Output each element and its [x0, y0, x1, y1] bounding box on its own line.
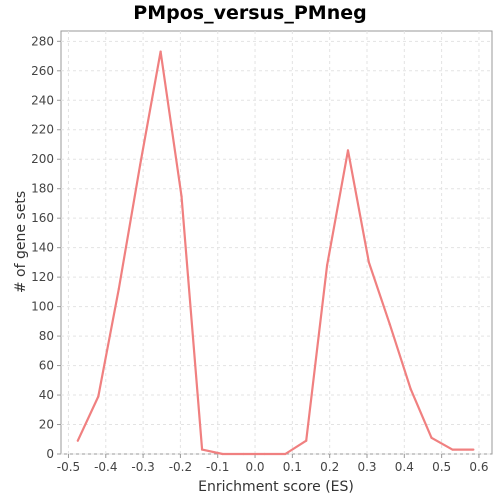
x-tick-label: 0.6 — [469, 460, 488, 474]
data-point — [367, 261, 370, 264]
y-tick-label: 120 — [31, 270, 54, 284]
data-point — [180, 194, 183, 198]
x-tick-label: 0.0 — [245, 460, 264, 474]
x-tick-label: 0.3 — [357, 460, 376, 474]
data-point — [76, 439, 79, 442]
data-point — [346, 149, 350, 152]
y-tick-label: 260 — [31, 64, 54, 78]
axis-ticks: -0.5 -0.4 -0.3 -0.2 -0.1 0.0 0.1 0.2 0.3 0.4 0.5 0.… — [31, 34, 488, 474]
data-point — [117, 287, 120, 291]
data-point — [451, 448, 454, 451]
data-point — [263, 452, 266, 456]
series-layer — [76, 50, 475, 456]
y-tick-label: 280 — [31, 34, 54, 48]
data-point — [472, 448, 475, 451]
grid-lines — [61, 31, 492, 455]
plot-area — [60, 30, 493, 455]
x-tick-label: -0.5 — [57, 460, 80, 474]
y-tick-label: 180 — [31, 182, 54, 196]
x-tick-label: -0.3 — [131, 460, 154, 474]
x-tick-label: 0.4 — [395, 460, 414, 474]
series-line — [76, 50, 474, 456]
y-tick-label: 80 — [39, 329, 54, 343]
data-point — [139, 164, 142, 167]
x-axis-label: Enrichment score (ES) — [198, 479, 354, 495]
data-point — [159, 50, 162, 53]
x-tick-label: 0.5 — [432, 460, 451, 474]
data-point — [97, 395, 100, 398]
data-point — [221, 452, 224, 456]
data-point — [200, 448, 204, 451]
x-tick-label: -0.2 — [169, 460, 192, 474]
y-tick-label: 20 — [39, 418, 54, 432]
y-tick-label: 200 — [31, 152, 54, 166]
y-axis-label: # of gene sets — [13, 191, 29, 293]
data-point — [409, 388, 412, 391]
data-point — [325, 264, 329, 267]
data-point — [284, 452, 287, 456]
x-tick-label: -0.4 — [94, 460, 117, 474]
y-tick-label: 160 — [31, 211, 54, 225]
data-point — [388, 323, 391, 326]
x-tick-label: 0.2 — [320, 460, 339, 474]
chart-title: PMpos_versus_PMneg — [133, 2, 367, 24]
data-point — [305, 439, 308, 442]
x-tick-label: -0.1 — [206, 460, 229, 474]
y-tick-label: 240 — [31, 93, 54, 107]
y-tick-label: 0 — [46, 447, 54, 461]
y-tick-label: 220 — [31, 123, 54, 137]
y-tick-label: 140 — [31, 241, 54, 255]
y-tick-label: 40 — [39, 388, 54, 402]
x-tick-label: 0.1 — [283, 460, 302, 474]
data-point — [430, 436, 433, 439]
y-tick-label: 60 — [39, 359, 54, 373]
data-point — [242, 452, 245, 456]
y-tick-label: 100 — [31, 300, 54, 314]
